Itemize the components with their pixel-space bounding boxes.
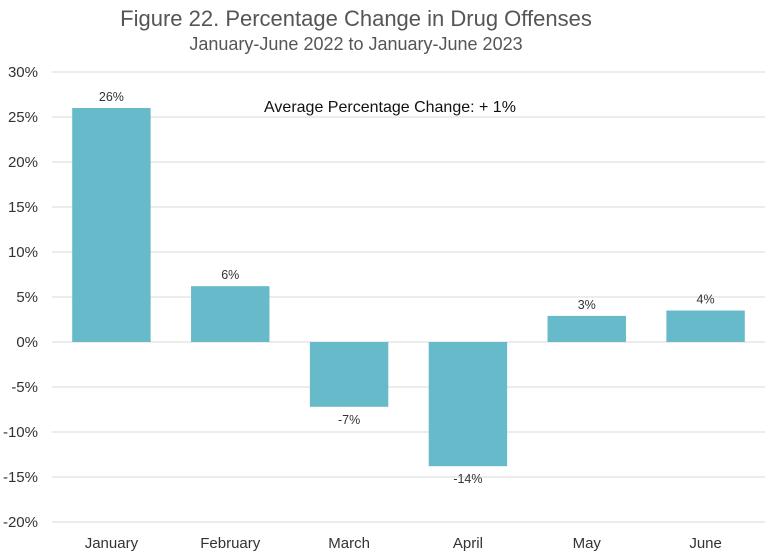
data-label: -14% (453, 472, 482, 486)
x-category-label: March (328, 535, 370, 552)
data-labels: 26% 6% -7% -14% 3% 4% (99, 90, 715, 486)
y-tick-label: 0% (16, 334, 38, 351)
x-category-label: April (453, 535, 483, 552)
y-tick-label: 20% (8, 154, 38, 171)
bar-january (72, 108, 151, 342)
bar-february (191, 286, 270, 342)
x-axis-categories: January February March April May June (85, 535, 722, 552)
bar-march (309, 342, 389, 407)
data-label: 26% (99, 90, 124, 104)
data-label: 3% (578, 298, 596, 312)
x-category-label: January (85, 535, 139, 552)
data-label: 4% (697, 293, 715, 307)
y-tick-label: 15% (8, 199, 38, 216)
data-label: 6% (221, 268, 239, 282)
y-tick-label: -20% (3, 514, 38, 531)
data-label: -7% (338, 413, 360, 427)
y-axis-ticks: 30% 25% 20% 15% 10% 5% 0% -5% -10% -15% -20% (3, 64, 38, 531)
x-category-label: June (689, 535, 722, 552)
bar-april (428, 342, 508, 467)
bars (72, 108, 745, 467)
y-tick-label: 30% (8, 64, 38, 81)
y-tick-label: -10% (3, 424, 38, 441)
average-annotation: Average Percentage Change: + 1% (264, 99, 516, 116)
y-tick-label: -15% (3, 469, 38, 486)
y-tick-label: -5% (11, 379, 38, 396)
y-tick-label: 5% (16, 289, 38, 306)
gridlines (52, 71, 765, 523)
bar-may (547, 315, 626, 342)
x-category-label: February (200, 535, 261, 552)
chart-title: Figure 22. Percentage Change in Drug Off… (120, 6, 592, 31)
y-tick-label: 10% (8, 244, 38, 261)
y-tick-label: 25% (8, 109, 38, 126)
chart-subtitle: January-June 2022 to January-June 2023 (189, 34, 522, 54)
bar-june (666, 310, 745, 342)
x-category-label: May (573, 535, 602, 552)
